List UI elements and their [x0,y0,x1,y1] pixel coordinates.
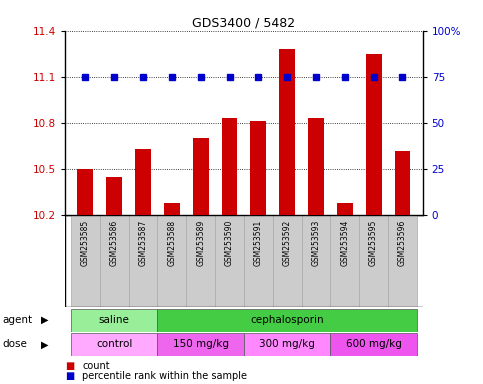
Bar [106,177,122,215]
Text: GSM253586: GSM253586 [110,220,119,266]
Text: 300 mg/kg: 300 mg/kg [259,339,315,349]
Text: 600 mg/kg: 600 mg/kg [346,339,401,349]
Text: GSM253585: GSM253585 [81,220,90,266]
Title: GDS3400 / 5482: GDS3400 / 5482 [192,17,296,30]
Text: GSM253592: GSM253592 [283,220,292,266]
Text: GSM253596: GSM253596 [398,220,407,266]
Bar [157,309,417,332]
Text: GSM253594: GSM253594 [341,220,349,266]
Bar [71,309,157,332]
Bar [186,215,215,307]
Text: count: count [82,361,110,371]
Bar [222,118,238,215]
Bar [215,215,244,307]
Text: GSM253588: GSM253588 [167,220,176,266]
Bar [164,203,180,215]
Bar [71,333,157,356]
Bar [301,215,330,307]
Bar [71,215,100,307]
Bar [244,215,273,307]
Bar [388,215,417,307]
Bar [100,215,128,307]
Text: ■: ■ [65,361,74,371]
Bar [273,215,301,307]
Text: cephalosporin: cephalosporin [250,315,324,325]
Bar [193,138,209,215]
Text: saline: saline [99,315,129,325]
Bar [366,54,382,215]
Text: percentile rank within the sample: percentile rank within the sample [82,371,247,381]
Bar [337,203,353,215]
Bar [77,169,93,215]
Text: control: control [96,339,132,349]
Bar [359,215,388,307]
Bar [157,333,244,356]
Bar [128,215,157,307]
Bar [244,333,330,356]
Text: GSM253589: GSM253589 [196,220,205,266]
Bar [395,151,411,215]
Text: ▶: ▶ [41,315,49,325]
Bar [330,215,359,307]
Bar [157,215,186,307]
Text: 150 mg/kg: 150 mg/kg [173,339,228,349]
Text: GSM253587: GSM253587 [139,220,147,266]
Text: dose: dose [2,339,28,349]
Bar [279,49,295,215]
Bar [308,118,324,215]
Text: ■: ■ [65,371,74,381]
Text: agent: agent [2,315,32,325]
Text: GSM253591: GSM253591 [254,220,263,266]
Bar [135,149,151,215]
Text: ▶: ▶ [41,339,49,349]
Text: GSM253590: GSM253590 [225,220,234,266]
Bar [330,333,417,356]
Bar [250,121,266,215]
Text: GSM253593: GSM253593 [312,220,321,266]
Text: GSM253595: GSM253595 [369,220,378,266]
